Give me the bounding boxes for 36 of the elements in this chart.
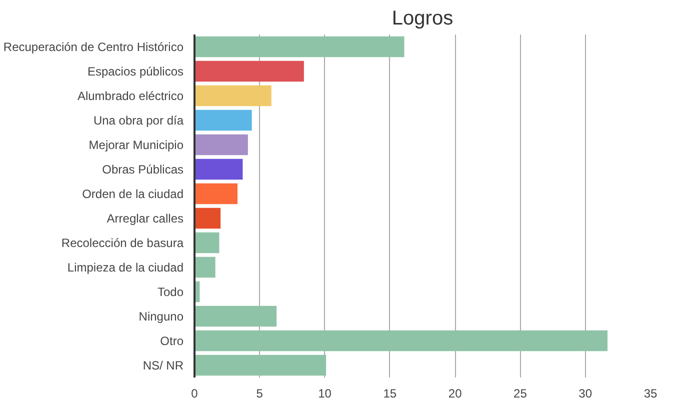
y-tick-label: Arreglar calles — [106, 211, 184, 226]
bar — [194, 306, 277, 327]
y-tick-label: Ninguno — [138, 309, 184, 324]
bar — [194, 60, 304, 82]
bar — [194, 85, 272, 106]
y-tick-label: Otro — [160, 334, 184, 348]
bar — [194, 354, 326, 376]
bar — [194, 158, 243, 180]
y-tick-label: Todo — [157, 284, 184, 299]
bar — [194, 208, 221, 229]
x-tick-label: 30 — [578, 386, 592, 400]
x-tick-label: 35 — [644, 386, 658, 400]
bar — [194, 183, 238, 204]
y-tick-label: Mejorar Municipio — [88, 138, 184, 152]
y-tick-label: Limpieza de la ciudad — [67, 260, 184, 274]
y-tick-label: NS/ NR — [142, 358, 184, 372]
bar — [194, 134, 248, 156]
y-tick-label: Espacios públicos — [87, 64, 184, 78]
bar — [194, 36, 404, 58]
bar — [194, 256, 216, 278]
x-tick-label: 25 — [514, 386, 528, 400]
x-tick-label: 15 — [383, 386, 397, 400]
bar — [194, 330, 608, 352]
y-tick-label: Recuperación de Centro Histórico — [3, 40, 184, 54]
chart-title: Logros — [392, 8, 454, 30]
x-tick-label: 20 — [448, 386, 462, 400]
x-tick-label: 0 — [191, 386, 198, 400]
y-tick-label: Recolección de basura — [61, 236, 184, 250]
x-tick-label: 10 — [318, 386, 332, 400]
x-tick-label: 5 — [256, 386, 264, 400]
y-tick-label: Obras Públicas — [102, 162, 184, 176]
y-tick-label: Orden de la ciudad — [82, 186, 184, 201]
y-tick-label: Alumbrado eléctrico — [77, 88, 184, 103]
bar — [194, 232, 220, 254]
bar — [194, 110, 252, 131]
y-tick-label: Una obra por día — [93, 113, 184, 128]
